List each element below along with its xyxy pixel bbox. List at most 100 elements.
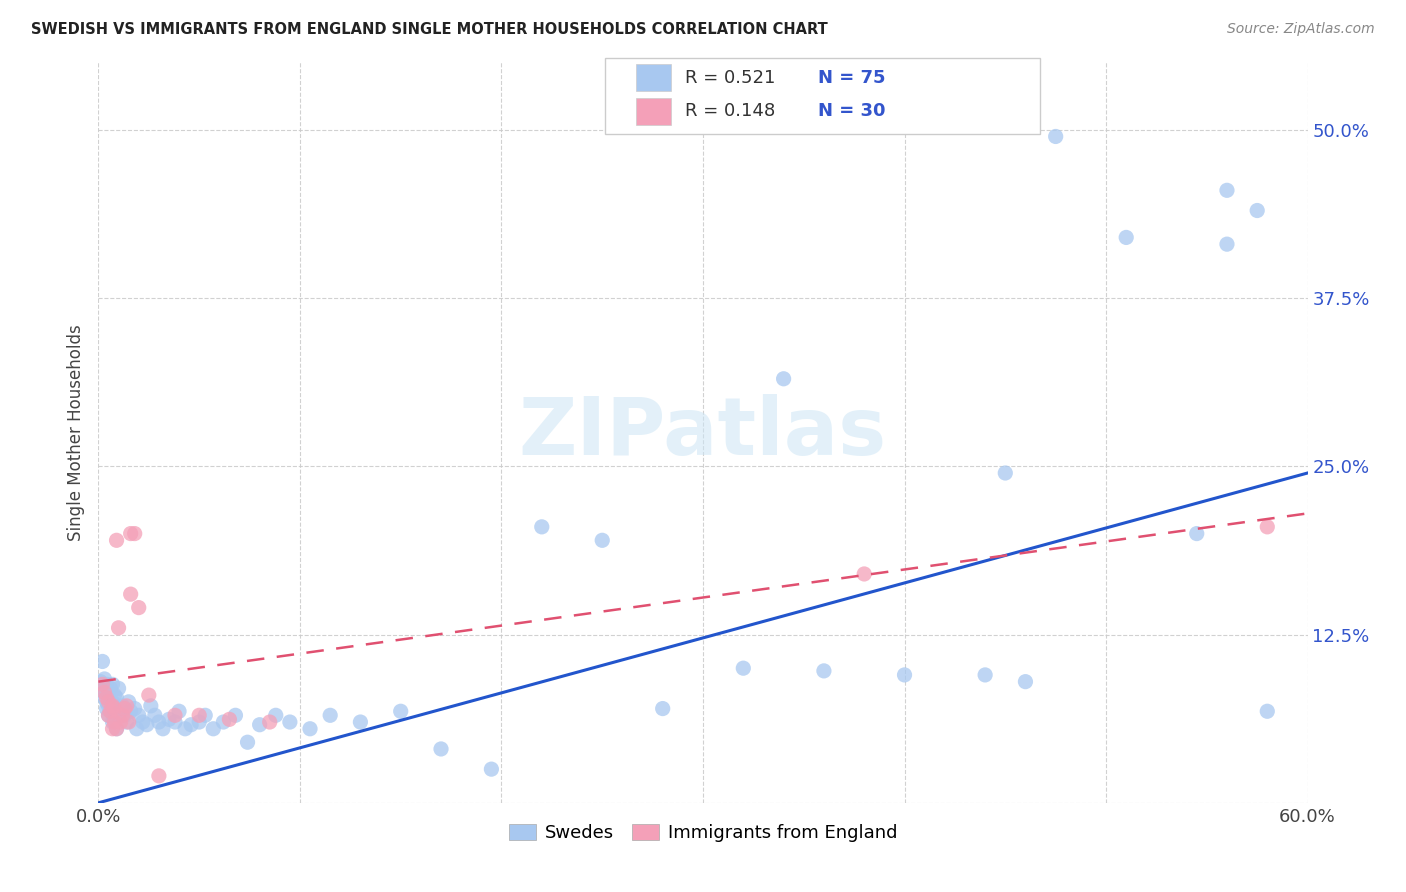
- Point: [97, 708, 120, 723]
- Point: [101, 677, 124, 691]
- Point: [1256, 520, 1278, 534]
- Point: [152, 722, 174, 736]
- Point: [259, 714, 281, 729]
- Point: [174, 722, 197, 736]
- Point: [194, 708, 217, 723]
- Point: [115, 698, 138, 713]
- Point: [349, 714, 371, 729]
- Legend: Swedes, Immigrants from England: Swedes, Immigrants from England: [502, 816, 904, 849]
- Point: [103, 714, 125, 729]
- Point: [110, 714, 132, 729]
- Point: [278, 714, 301, 729]
- Point: [1014, 674, 1036, 689]
- Point: [853, 566, 876, 581]
- Point: [148, 714, 170, 729]
- Point: [167, 704, 190, 718]
- Text: R = 0.148: R = 0.148: [685, 103, 775, 120]
- Point: [148, 769, 170, 783]
- Point: [128, 708, 150, 723]
- Point: [236, 735, 259, 749]
- Point: [114, 701, 136, 715]
- Point: [105, 690, 128, 705]
- Point: [120, 587, 142, 601]
- Point: [96, 677, 118, 691]
- Point: [105, 722, 128, 736]
- Point: [120, 526, 142, 541]
- Point: [974, 668, 997, 682]
- Point: [93, 672, 115, 686]
- Point: [124, 526, 146, 541]
- Text: SWEDISH VS IMMIGRANTS FROM ENGLAND SINGLE MOTHER HOUSEHOLDS CORRELATION CHART: SWEDISH VS IMMIGRANTS FROM ENGLAND SINGL…: [31, 22, 828, 37]
- Point: [218, 712, 240, 726]
- Point: [138, 688, 160, 702]
- Point: [91, 677, 114, 691]
- Point: [163, 708, 186, 723]
- Point: [97, 698, 120, 713]
- Point: [91, 655, 114, 669]
- Point: [107, 621, 129, 635]
- Point: [389, 704, 412, 718]
- Point: [1256, 704, 1278, 718]
- Point: [89, 674, 111, 689]
- Point: [96, 690, 118, 705]
- Point: [91, 681, 114, 696]
- Point: [97, 695, 120, 709]
- Point: [103, 708, 125, 723]
- Point: [124, 701, 146, 715]
- Point: [96, 701, 118, 715]
- Point: [1216, 237, 1239, 252]
- Text: N = 30: N = 30: [818, 103, 886, 120]
- Text: Source: ZipAtlas.com: Source: ZipAtlas.com: [1227, 22, 1375, 37]
- Point: [100, 704, 122, 718]
- Point: [264, 708, 287, 723]
- Point: [118, 695, 141, 709]
- Text: ZIPatlas: ZIPatlas: [519, 393, 887, 472]
- Point: [212, 714, 235, 729]
- Point: [93, 685, 115, 699]
- Point: [188, 714, 211, 729]
- Point: [100, 704, 122, 718]
- Point: [163, 714, 186, 729]
- Point: [100, 681, 122, 696]
- Text: N = 75: N = 75: [818, 69, 886, 87]
- Point: [1246, 203, 1268, 218]
- Y-axis label: Single Mother Households: Single Mother Households: [66, 325, 84, 541]
- Point: [110, 701, 132, 715]
- Point: [101, 695, 124, 709]
- Point: [143, 708, 166, 723]
- Point: [93, 690, 115, 705]
- Point: [1045, 129, 1067, 144]
- Point: [591, 533, 613, 548]
- Point: [733, 661, 755, 675]
- Point: [97, 708, 120, 723]
- Point: [772, 372, 794, 386]
- Point: [481, 762, 503, 776]
- Point: [530, 520, 553, 534]
- Point: [101, 698, 124, 713]
- Point: [180, 717, 202, 731]
- Point: [105, 533, 128, 548]
- Point: [188, 708, 211, 723]
- Point: [1185, 526, 1208, 541]
- Point: [430, 742, 453, 756]
- Point: [118, 714, 141, 729]
- Point: [105, 722, 128, 736]
- Point: [120, 704, 142, 718]
- Point: [107, 708, 129, 723]
- Point: [101, 722, 124, 736]
- Point: [299, 722, 322, 736]
- Point: [125, 722, 148, 736]
- Point: [103, 688, 125, 702]
- Point: [97, 688, 120, 702]
- Point: [115, 714, 138, 729]
- Point: [139, 698, 162, 713]
- Point: [101, 714, 124, 729]
- Point: [135, 717, 157, 731]
- Point: [103, 701, 125, 715]
- Text: R = 0.521: R = 0.521: [685, 69, 775, 87]
- Point: [96, 695, 118, 709]
- Point: [202, 722, 225, 736]
- Point: [994, 466, 1017, 480]
- Point: [111, 698, 134, 713]
- Point: [893, 668, 915, 682]
